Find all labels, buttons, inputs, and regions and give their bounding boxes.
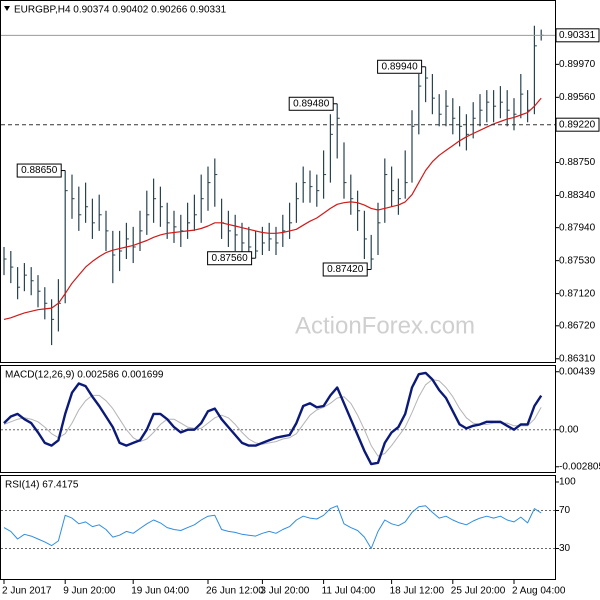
macd-panel [0, 365, 556, 473]
annotation-label: 0.89940 [382, 61, 419, 72]
y-tick-label: 0.87940 [559, 222, 596, 233]
macd-title: MACD(12,26,9) 0.002586 0.001699 [5, 370, 164, 381]
y-tick-label: 0.89560 [559, 92, 596, 103]
y-tick-label: 30 [559, 543, 571, 554]
x-tick-label: 11 Jul 04:00 [322, 586, 376, 597]
y-tick-label: 0.00 [559, 424, 579, 435]
annotation-label: 0.87560 [212, 253, 249, 264]
signal-line [3, 379, 542, 457]
annotation-box [288, 96, 334, 111]
rsi-panel [0, 475, 556, 580]
price-panel [0, 0, 556, 363]
annotation-box [322, 262, 368, 277]
price-line-label: 0.89220 [559, 119, 596, 130]
x-tick-label: 19 Jun 04:00 [131, 586, 189, 597]
y-tick-label: 0.00439 [559, 366, 596, 377]
price-title: EURGBP,H4 0.90374 0.90402 0.90266 0.9033… [14, 5, 227, 16]
x-tick-label: 25 Jul 20:00 [451, 586, 506, 597]
price-line-label: 0.90331 [559, 30, 596, 41]
moving-average [3, 97, 542, 320]
rsi-title: RSI(14) 67.4175 [5, 480, 79, 491]
annotation-box [16, 163, 62, 178]
price-line-box [555, 117, 600, 132]
y-tick-label: 0.88340 [559, 190, 596, 201]
y-tick-label: -0.002805 [559, 461, 600, 472]
annotation-box [377, 59, 423, 74]
annotation-label: 0.87420 [327, 264, 364, 275]
x-tick-label: 3 Jul 20:00 [260, 586, 309, 597]
watermark: ActionForex.com [295, 312, 475, 339]
y-tick-label: 0.86720 [559, 320, 596, 331]
price-line-box [555, 28, 600, 43]
annotation-box [207, 251, 253, 266]
y-tick-label: 0.88750 [559, 157, 596, 168]
x-tick-label: 2 Jun 2017 [2, 586, 52, 597]
y-tick-label: 0.86310 [559, 353, 596, 364]
x-tick-label: 26 Jun 12:00 [206, 586, 264, 597]
annotation-label: 0.89480 [293, 98, 330, 109]
rsi-line [3, 505, 542, 549]
x-tick-label: 9 Jun 20:00 [63, 586, 116, 597]
y-tick-label: 100 [559, 477, 576, 488]
macd-line [3, 371, 543, 466]
y-tick-label: 0.89970 [559, 59, 596, 70]
annotation-label: 0.88650 [21, 165, 58, 176]
y-tick-label: 0.87530 [559, 255, 596, 266]
x-tick-label: 18 Jul 12:00 [390, 586, 445, 597]
y-tick-label: 0.87120 [559, 288, 596, 299]
x-tick-label: 2 Aug 04:00 [512, 586, 566, 597]
symbol-icon [4, 6, 10, 11]
y-tick-label: 70 [559, 505, 571, 516]
